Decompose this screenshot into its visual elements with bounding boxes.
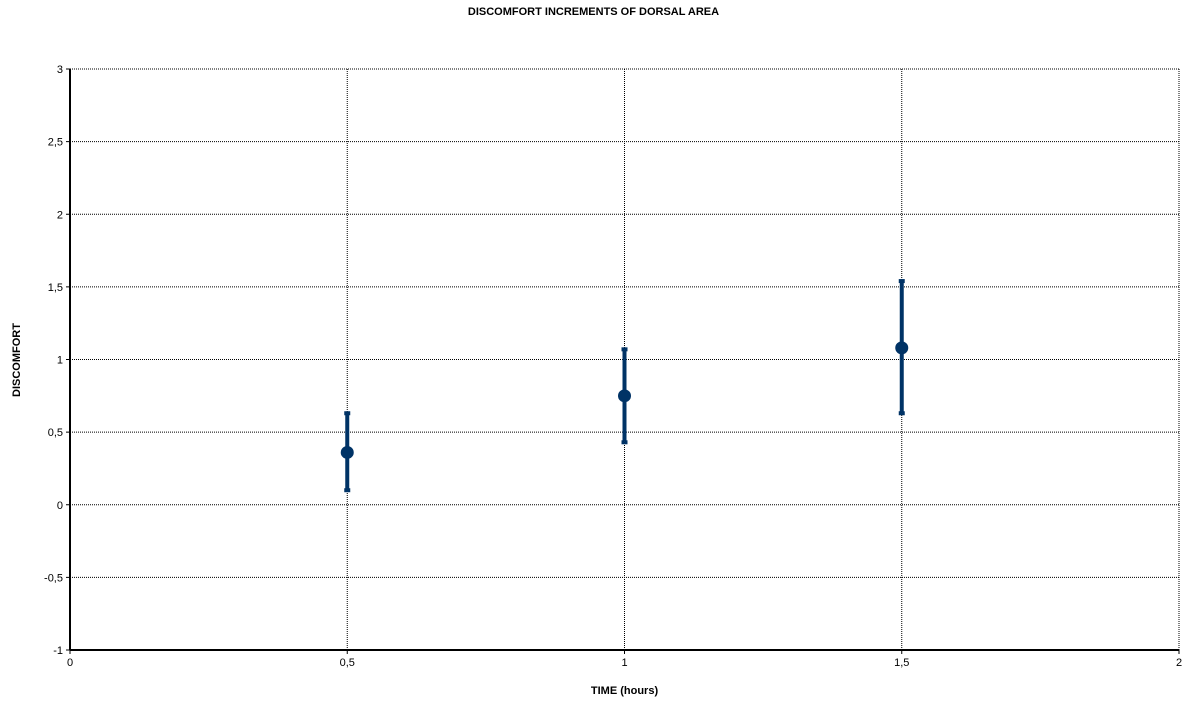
x-tick-label: 0 <box>67 657 73 669</box>
error-cap-high <box>344 411 351 416</box>
error-cap-high <box>621 347 628 352</box>
y-tick-label: 2,5 <box>48 137 63 149</box>
x-axis-label: TIME (hours) <box>590 685 659 697</box>
y-tick-label: 0 <box>57 500 63 512</box>
data-point <box>340 445 354 459</box>
tick-labels: -1 -0,5 0 0,5 1 1,5 2 2,5 3 0 0,5 1 1,5 2 <box>44 64 1182 669</box>
x-tick-label: 1,5 <box>894 657 909 669</box>
axes <box>66 68 1180 654</box>
y-axis-label: DISCOMFORT <box>11 323 23 397</box>
x-tick-label: 1 <box>621 657 627 669</box>
error-cap-low <box>344 488 351 493</box>
y-tick-label: 0,5 <box>48 427 63 439</box>
x-tick-label: 2 <box>1176 657 1182 669</box>
y-tick-label: 1 <box>57 355 63 367</box>
error-cap-low <box>898 411 905 416</box>
chart-title: DISCOMFORT INCREMENTS OF DORSAL AREA <box>467 6 720 18</box>
error-cap-high <box>898 279 905 284</box>
y-tick-label: -1 <box>53 645 63 657</box>
y-tick-label: 2 <box>57 209 63 221</box>
x-tick-label: 0,5 <box>340 657 355 669</box>
y-tick-label: 3 <box>57 64 63 76</box>
data-marks <box>340 279 909 493</box>
y-tick-label: -0,5 <box>44 572 63 584</box>
data-point <box>895 341 909 355</box>
data-point <box>618 389 631 403</box>
error-cap-low <box>621 440 628 445</box>
y-tick-label: 1,5 <box>48 282 63 294</box>
